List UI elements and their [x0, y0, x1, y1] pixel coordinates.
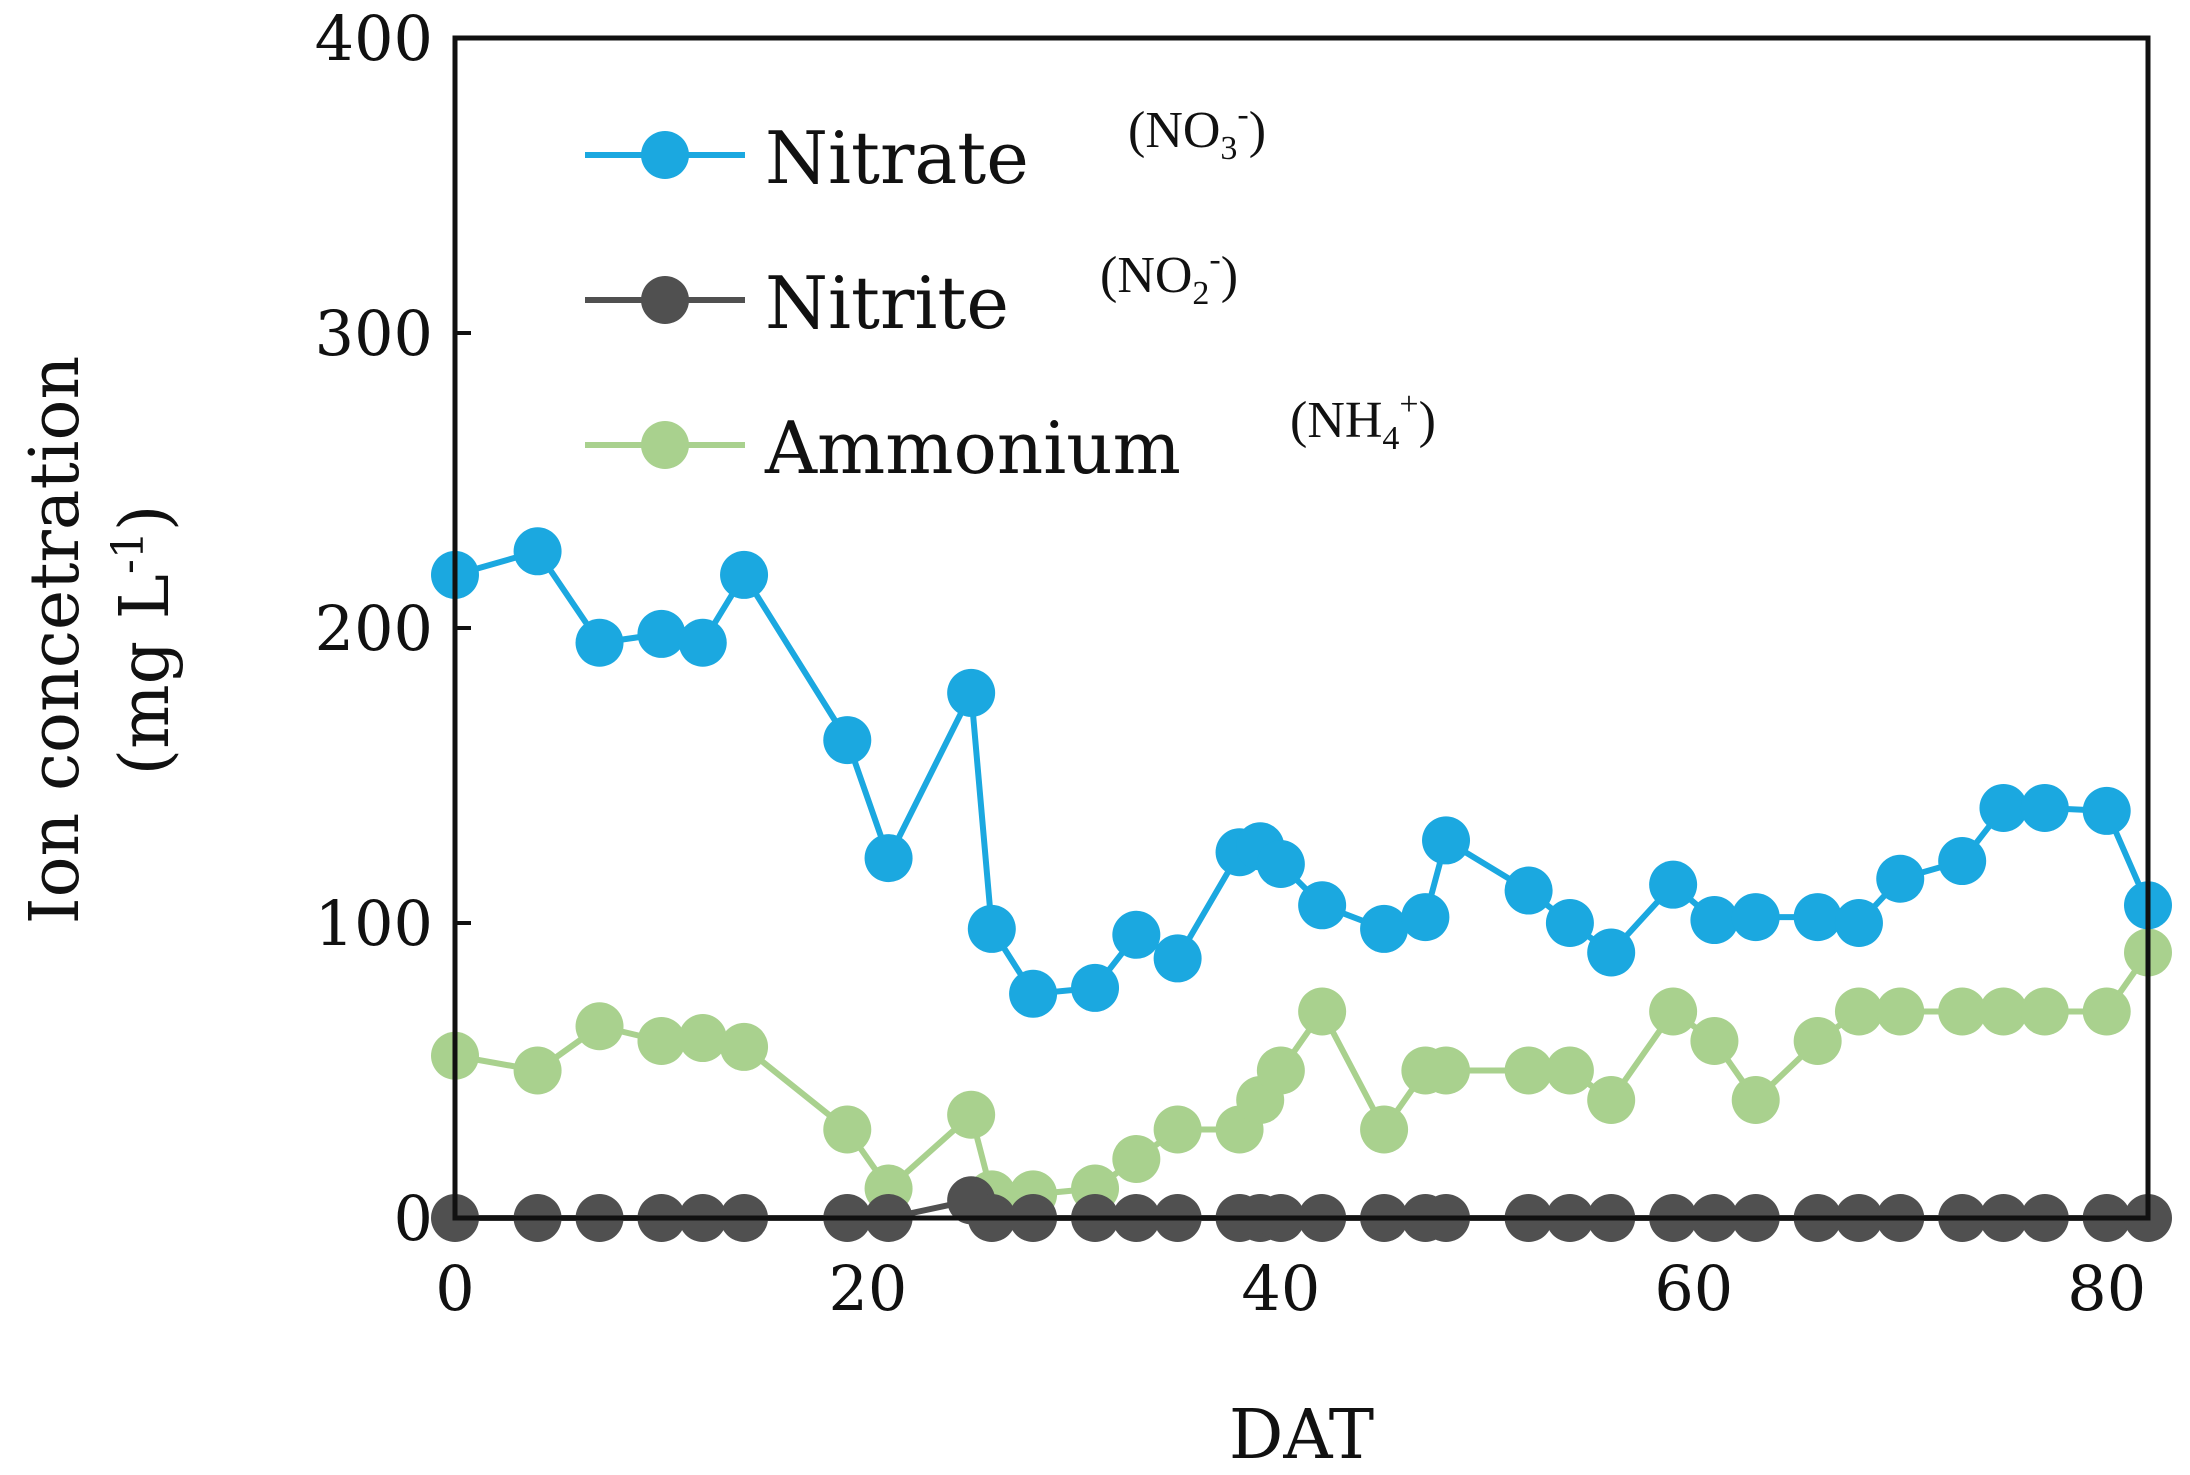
nitrate-point	[1793, 893, 1842, 942]
ammonium-point	[1256, 1046, 1305, 1095]
series-ammonium	[431, 928, 2172, 1219]
nitrate-point	[1256, 840, 1305, 888]
nitrate-point	[1731, 893, 1780, 942]
y-axis-unit-close: )	[106, 505, 185, 532]
x-tick-label: 60	[1654, 1252, 1733, 1325]
nitrate-point	[1504, 866, 1553, 915]
series-nitrite	[431, 1176, 2172, 1242]
ammonium-point	[1587, 1076, 1636, 1124]
legend: Nitrate (NO3-) Nitrite (NO2-) Ammonium (NH4+)	[585, 96, 1436, 490]
legend-formula: (NO3-)	[1128, 96, 1266, 167]
ammonium-point	[1731, 1076, 1780, 1124]
ammonium-point	[1504, 1046, 1553, 1095]
nitrate-point	[967, 904, 1016, 953]
nitrate-point	[575, 618, 624, 667]
nitrate-point	[1422, 816, 1471, 865]
ammonium-point	[823, 1105, 872, 1154]
ammonium-point	[1876, 987, 1925, 1036]
y-tick-label: 100	[315, 887, 433, 960]
y-axis-title-line2: (mg L-1)	[103, 505, 186, 776]
legend-marker	[641, 421, 689, 469]
ammonium-point	[947, 1090, 996, 1139]
ammonium-point	[1360, 1105, 1409, 1154]
ammonium-point	[513, 1046, 562, 1095]
legend-label: Nitrite	[765, 261, 1009, 345]
nitrate-point	[1979, 783, 2028, 832]
ammonium-point	[1793, 1017, 1842, 1065]
nitrate-point	[864, 834, 913, 883]
legend-label: Ammonium	[764, 406, 1181, 490]
nitrate-point	[720, 550, 769, 599]
nitrate-point	[1298, 881, 1347, 930]
nitrate-point	[1071, 963, 1120, 1012]
nitrate-point	[1649, 860, 1698, 909]
ammonium-point	[1298, 987, 1347, 1036]
nitrate-point	[1009, 969, 1058, 1018]
legend-marker	[641, 276, 689, 324]
legend-formula: (NH4+)	[1290, 386, 1436, 457]
legend-item-nitrite: Nitrite (NO2-)	[585, 241, 1238, 345]
y-axis-title-line1: Ion concetration	[16, 356, 95, 925]
nitrate-point	[513, 527, 562, 576]
nitrate-point	[1938, 837, 1987, 886]
nitrate-line	[454, 548, 2151, 997]
y-tick-label: 400	[315, 2, 433, 75]
nitrate-point	[2020, 783, 2069, 832]
series-nitrate	[431, 527, 2172, 1018]
nitrate-point	[637, 609, 686, 658]
legend-item-nitrate: Nitrate (NO3-)	[585, 96, 1266, 200]
y-tick-label: 200	[315, 592, 433, 665]
series-layer	[431, 527, 2172, 1242]
nitrate-point	[1834, 899, 1883, 947]
y-axis-unit: (mg L	[106, 574, 185, 775]
y-tick-label: 0	[394, 1182, 433, 1255]
ammonium-point	[1153, 1105, 1202, 1154]
ammonium-point	[1938, 987, 1987, 1036]
ammonium-point	[2082, 987, 2131, 1036]
ammonium-point	[1422, 1046, 1471, 1095]
legend-marker	[641, 131, 689, 179]
nitrate-point	[1112, 910, 1161, 959]
y-axis-unit-exponent: -1	[103, 531, 154, 574]
nitrate-point	[1360, 904, 1409, 953]
y-tick-label: 300	[315, 297, 433, 370]
nitrate-point	[1876, 854, 1925, 903]
ammonium-point	[637, 1017, 686, 1065]
nitrate-point	[2082, 786, 2131, 835]
x-tick-label: 80	[2067, 1252, 2146, 1325]
ammonium-point	[575, 1002, 624, 1051]
ammonium-point	[1545, 1046, 1594, 1095]
x-tick-label: 0	[435, 1252, 474, 1325]
legend-item-ammonium: Ammonium (NH4+)	[585, 386, 1436, 490]
nitrate-point	[1690, 896, 1739, 945]
ammonium-point	[1112, 1135, 1161, 1183]
ammonium-point	[1690, 1017, 1739, 1065]
nitrate-point	[1587, 928, 1636, 977]
x-axis-title: DAT	[1229, 1396, 1374, 1475]
ammonium-point	[1649, 987, 1698, 1036]
ammonium-point	[1834, 987, 1883, 1036]
x-tick-label: 20	[828, 1252, 907, 1325]
nitrate-point	[823, 716, 872, 765]
nitrate-point	[947, 668, 996, 717]
ammonium-point	[720, 1022, 769, 1071]
tick-layer: 0 100 200 300 400 0 20 40 60 80	[315, 2, 2147, 1325]
legend-label: Nitrate	[765, 116, 1029, 200]
nitrate-point	[1545, 899, 1594, 947]
nitrate-point	[1401, 893, 1450, 942]
x-tick-label: 40	[1241, 1252, 1320, 1325]
nitrate-point	[1153, 934, 1202, 983]
ammonium-point	[2020, 987, 2069, 1036]
ammonium-point	[1979, 987, 2028, 1036]
ammonium-point	[678, 1014, 727, 1063]
nitrate-point	[678, 618, 727, 667]
y-axis-title: Ion concetration (mg L-1)	[16, 356, 185, 925]
legend-formula: (NO2-)	[1100, 241, 1238, 312]
